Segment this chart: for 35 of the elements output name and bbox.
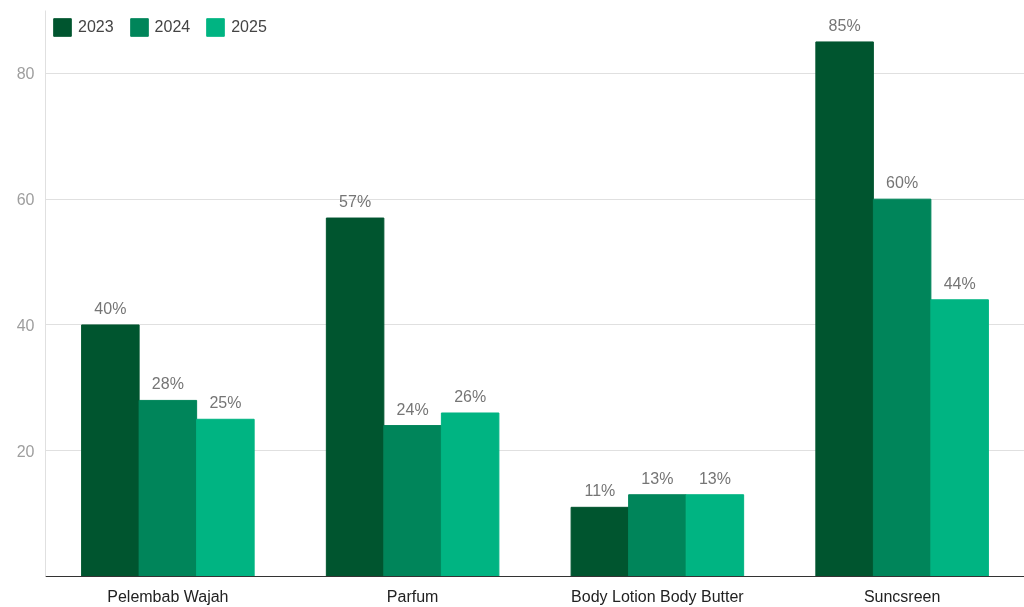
y-tick-label: 40 <box>16 316 35 334</box>
x-tick-label: Body Lotion Body Butter <box>571 587 745 605</box>
legend-label: 2025 <box>231 18 267 36</box>
data-label: 44% <box>943 274 976 292</box>
data-label: 25% <box>209 394 242 412</box>
y-tick-label: 20 <box>16 442 35 460</box>
legend-label: 2024 <box>154 18 191 36</box>
x-tick-label: Pelembab Wajah <box>107 587 229 605</box>
bar <box>440 412 500 577</box>
bar <box>872 198 932 577</box>
bar <box>383 425 442 577</box>
data-label: 26% <box>454 387 487 405</box>
bar <box>81 324 140 577</box>
bar <box>930 299 989 577</box>
y-tick-label: 60 <box>16 191 35 209</box>
bar <box>685 494 745 577</box>
data-label: 28% <box>151 375 184 393</box>
data-label: 57% <box>339 193 372 211</box>
bar <box>325 217 385 577</box>
x-tick-label: Parfum <box>386 587 439 605</box>
bar <box>196 418 255 577</box>
bar <box>138 399 198 577</box>
data-label: 60% <box>886 174 919 192</box>
data-label: 40% <box>94 299 127 317</box>
data-label: 11% <box>584 482 616 500</box>
data-label: 13% <box>698 469 731 487</box>
data-label: 85% <box>828 16 861 34</box>
legend-label: 2023 <box>78 18 114 36</box>
bar <box>628 494 687 577</box>
bar <box>815 41 874 577</box>
x-tick-label: Suncsreen <box>863 587 941 605</box>
data-label: 24% <box>396 400 429 418</box>
data-label: 13% <box>641 469 674 487</box>
y-tick-label: 80 <box>16 65 35 83</box>
bar <box>570 506 630 577</box>
